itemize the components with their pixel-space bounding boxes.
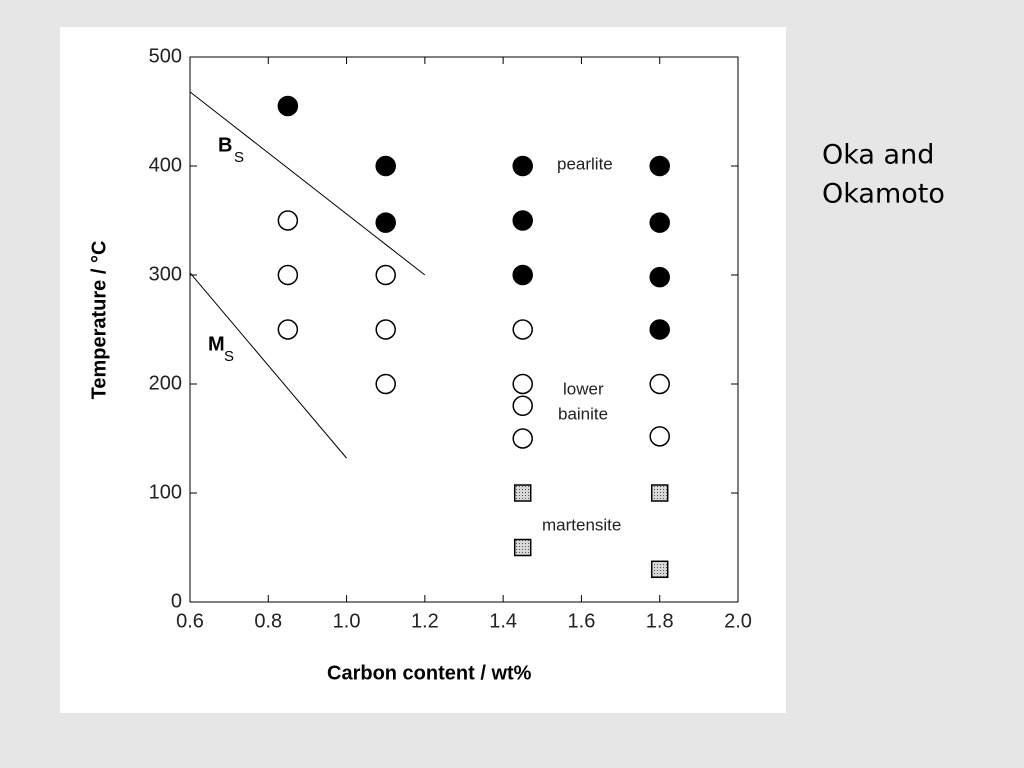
pearlite-marker — [277, 95, 299, 117]
martensite-marker — [650, 484, 669, 502]
line-label: B — [218, 134, 232, 156]
bainite-marker — [512, 319, 533, 340]
region-label: lower — [563, 379, 604, 398]
martensite-marker — [513, 484, 532, 502]
bainite-marker — [512, 395, 533, 417]
pearlite-marker — [375, 212, 396, 233]
y-axis-label: Temperature / °C — [88, 241, 110, 400]
y-tick-label: 100 — [149, 481, 182, 503]
pearlite-marker — [512, 264, 533, 286]
bainite-marker — [375, 373, 396, 395]
bainite-marker — [375, 264, 396, 286]
pearlite-marker — [512, 155, 533, 177]
region-label: martensite — [542, 515, 621, 534]
x-tick-label: 1.6 — [568, 610, 596, 632]
pearlite-marker — [649, 155, 670, 177]
pearlite-marker — [512, 210, 533, 231]
x-tick-label: 1.2 — [411, 610, 439, 632]
bainite-marker — [375, 319, 396, 340]
pearlite-marker — [649, 212, 670, 233]
region-label: bainite — [558, 404, 608, 423]
line-label: M — [208, 333, 225, 355]
bainite-marker — [512, 428, 533, 449]
y-tick-label: 300 — [149, 263, 182, 285]
x-tick-label: 2.0 — [724, 610, 752, 632]
x-tick-label: 0.6 — [176, 610, 204, 632]
pearlite-marker — [649, 266, 670, 288]
bainite-marker — [649, 373, 670, 395]
note-line: Okamoto — [822, 179, 945, 210]
martensite-marker — [513, 538, 532, 557]
x-tick-label: 1.0 — [333, 610, 361, 632]
y-tick-label: 200 — [149, 372, 182, 394]
boundary-line — [189, 272, 347, 459]
x-axis-label: Carbon content / wt% — [327, 662, 532, 684]
x-tick-label: 0.8 — [254, 610, 282, 632]
bainite-marker — [512, 373, 533, 395]
region-label: pearlite — [557, 154, 613, 173]
boundary-line — [189, 91, 426, 276]
pearlite-marker — [649, 319, 670, 340]
plot-frame — [189, 56, 739, 603]
pearlite-marker — [375, 155, 396, 177]
x-tick-label: 1.4 — [489, 610, 517, 632]
bainite-marker — [649, 426, 670, 447]
y-tick-label: 500 — [149, 45, 182, 67]
bainite-marker — [277, 264, 299, 286]
y-tick-label: 0 — [171, 590, 182, 612]
line-label-subscript: S — [224, 348, 234, 365]
martensite-marker — [650, 560, 669, 579]
note-line: Oka and — [822, 140, 934, 171]
y-tick-label: 400 — [149, 154, 182, 176]
x-tick-label: 1.8 — [646, 610, 674, 632]
bainite-marker — [277, 210, 299, 231]
bainite-marker — [277, 319, 299, 340]
line-label-subscript: S — [234, 149, 244, 166]
chart-panel — [60, 27, 786, 713]
